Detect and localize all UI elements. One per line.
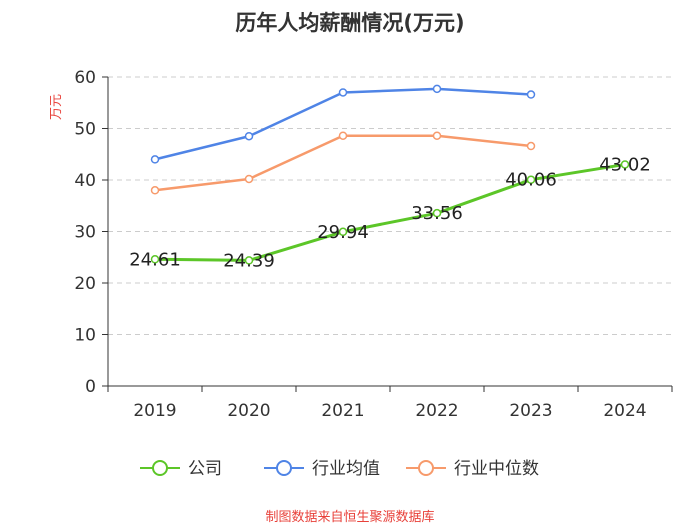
legend-label-2: 行业中位数 <box>454 459 539 479</box>
data-label: 40.06 <box>505 170 557 191</box>
series-line-1 <box>154 87 532 161</box>
x-tick-label: 2019 <box>133 401 176 421</box>
data-point-2-0 <box>150 186 160 195</box>
data-point-1-0 <box>150 155 160 164</box>
x-tick-label: 2024 <box>603 401 646 421</box>
series-line-0 <box>154 162 626 262</box>
y-tick-label: 0 <box>85 377 96 397</box>
axes: 0 10 20 30 40 50 60 2019 2020 2021 2022 2023 2024 <box>74 68 673 421</box>
data-point-0-1 <box>244 256 254 265</box>
y-axis-label: 万元 <box>49 94 64 120</box>
data-point-2-2 <box>338 131 348 140</box>
data-label: 24.39 <box>223 250 275 271</box>
data-labels: 24.61 24.39 29.94 33.56 40.06 43.02 <box>129 154 651 271</box>
legend-marker-0 <box>152 460 168 476</box>
data-point-0-3 <box>432 208 442 218</box>
y-tick-label: 60 <box>74 68 96 88</box>
data-point-0-0 <box>150 255 160 264</box>
data-point-1-3 <box>432 84 442 94</box>
x-tick-label: 2022 <box>415 401 458 421</box>
y-tick-label: 20 <box>74 274 96 294</box>
y-tick-label: 50 <box>74 120 96 140</box>
data-label: 29.94 <box>317 222 369 243</box>
data-point-1-1 <box>244 131 254 141</box>
x-tick-label: 2021 <box>321 401 364 421</box>
legend-marker-1 <box>276 460 292 476</box>
grid-lines <box>108 76 672 335</box>
chart-title: 历年人均薪酬情况(万元) <box>235 11 464 35</box>
data-point-0-2 <box>338 227 348 237</box>
legend-label-0: 公司 <box>188 459 222 479</box>
series-group <box>150 84 630 265</box>
data-label: 43.02 <box>599 154 651 175</box>
data-label: 33.56 <box>411 203 463 224</box>
data-point-2-3 <box>432 131 442 140</box>
source-note: 制图数据来自恒生聚源数据库 <box>265 509 434 525</box>
data-point-2-1 <box>244 174 254 184</box>
legend-marker-2 <box>418 460 434 476</box>
series-line-2 <box>154 134 532 192</box>
x-tick-label: 2020 <box>227 401 270 421</box>
y-tick-label: 40 <box>74 171 96 191</box>
legend: 公司 行业均值 行业中位数 <box>140 459 539 479</box>
data-point-0-5 <box>620 160 630 169</box>
data-point-0-4 <box>526 175 536 184</box>
data-point-1-4 <box>526 90 536 99</box>
y-tick-label: 30 <box>74 223 96 243</box>
data-point-1-2 <box>338 88 348 97</box>
data-point-2-4 <box>526 141 536 151</box>
data-label: 24.61 <box>129 249 181 270</box>
x-tick-label: 2023 <box>509 401 552 421</box>
y-tick-label: 10 <box>74 326 96 346</box>
legend-label-1: 行业均值 <box>312 459 380 479</box>
